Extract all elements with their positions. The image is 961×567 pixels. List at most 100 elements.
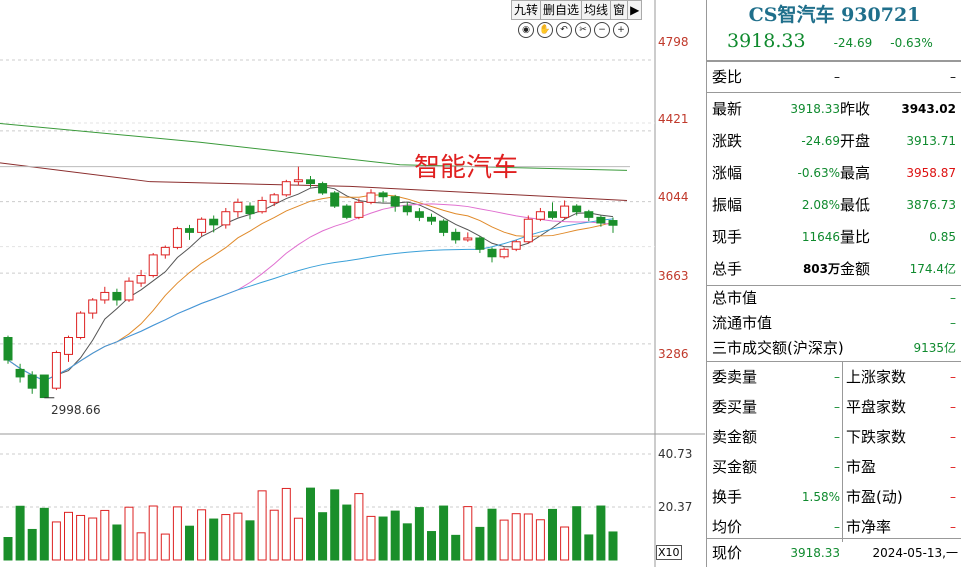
eye-icon[interactable]: ◉ [518, 22, 534, 38]
candle-body [390, 196, 400, 207]
volume-bar [209, 518, 219, 561]
breadth-value: – [950, 520, 956, 534]
expand-arrow-icon[interactable]: ▶ [627, 0, 643, 20]
kline-chart[interactable]: 九转 删自选 均线 窗 ▶ ◉ ✋ ↶ ✂ − + 4798 4421 4044… [0, 0, 705, 567]
ma-lines-button[interactable]: 均线 [581, 0, 612, 20]
quote-row: 最新 3918.33 昨收 3943.02 [707, 93, 961, 125]
quote-value: 2.08% [801, 198, 840, 212]
market-label: 三市成交额(沪深京) [712, 339, 844, 357]
quote-value: 803万 [802, 262, 840, 276]
candle-body [487, 248, 497, 258]
breadth-label: 平盘家数 [846, 398, 907, 416]
price-tick: 4798 [658, 35, 689, 49]
quote-value: 3918.33 [790, 102, 840, 116]
breadth-section: 委卖量 – 上涨家数 – 委买量 – 平盘家数 – 卖金额 – 下跌家数 – 买金额 – 市盈 – 换手 1.58… [707, 361, 961, 542]
volume-bar [499, 519, 509, 561]
volume-bar [378, 516, 388, 561]
volume-bar [124, 506, 134, 561]
breadth-label: 市净率 [846, 518, 892, 536]
market-label: 流通市值 [712, 314, 773, 332]
volume-bar [402, 523, 412, 561]
volume-tick: 40.73 [658, 447, 693, 461]
nine-turn-button[interactable]: 九转 [511, 0, 542, 20]
moving-average-line [7, 194, 614, 382]
market-value: 9135亿 [913, 341, 956, 355]
volume-bar [354, 493, 364, 561]
breadth-value: – [950, 430, 956, 444]
volume-bar [51, 521, 61, 561]
volume-bar [560, 526, 570, 561]
candle-body [39, 374, 49, 399]
candle-body [306, 179, 315, 185]
sector-name-overlay: 智能汽车 [414, 153, 519, 183]
price-tick: 3663 [658, 269, 689, 283]
volume-bar [293, 517, 303, 561]
candle-body [185, 228, 194, 233]
market-section: 总市值 – 流通市值 – 三市成交额(沪深京) 9135亿 [707, 285, 961, 361]
breadth-label: 委买量 [712, 398, 758, 416]
candle-body [136, 275, 146, 284]
quote-label: 现手 [712, 228, 743, 246]
quote-value: 3958.87 [906, 166, 956, 180]
breadth-value: – [950, 490, 956, 504]
volume-bar [15, 505, 25, 561]
volume-bar [439, 505, 449, 561]
price-change-pct: -0.63% [890, 36, 933, 50]
breadth-label: 下跌家数 [846, 428, 907, 446]
breadth-row: 委买量 – 平盘家数 – [707, 392, 961, 422]
bottom-price: 3918.33 [790, 546, 840, 560]
moving-average-line [0, 162, 628, 201]
weibi-diff: – [950, 70, 956, 84]
window-button[interactable]: 窗 [610, 0, 629, 20]
candle-body [209, 218, 219, 226]
breadth-row: 卖金额 – 下跌家数 – [707, 422, 961, 452]
breadth-value: – [950, 460, 956, 474]
volume-bar [160, 533, 170, 561]
volume-bar [148, 505, 158, 561]
breadth-value: – [777, 392, 843, 422]
candle-body [15, 368, 25, 378]
kline-svg[interactable] [0, 0, 705, 567]
weibi-value: – [834, 70, 840, 84]
quote-value: 11646 [801, 230, 840, 244]
breadth-value: – [777, 512, 843, 542]
volume-bar [39, 507, 49, 561]
quote-label: 最高 [840, 164, 871, 182]
volume-bar [523, 513, 533, 561]
volume-bar [257, 490, 267, 561]
breadth-value: – [950, 370, 956, 384]
candle-body [172, 228, 182, 248]
price-tick: 3286 [658, 347, 689, 361]
current-price: 3918.33 [727, 30, 806, 52]
breadth-row: 委卖量 – 上涨家数 – [707, 362, 961, 392]
volume-bar [197, 509, 207, 561]
candle-body [596, 216, 606, 224]
candle-body [257, 199, 267, 213]
volume-bar [390, 510, 400, 561]
candle-body [221, 211, 231, 226]
candle-body [88, 299, 98, 314]
quote-value: 174.4亿 [909, 262, 956, 276]
market-value: – [950, 316, 956, 330]
quote-value: -0.63% [797, 166, 840, 180]
volume-bar [608, 531, 618, 561]
candle-body [378, 192, 388, 198]
remove-watchlist-button[interactable]: 删自选 [540, 0, 583, 20]
weibi-label: 委比 [712, 68, 743, 86]
quote-panel: CS智汽车 930721 3918.33 -24.69 -0.63% 委比 – … [706, 0, 961, 567]
volume-bar [414, 507, 424, 561]
undo-icon[interactable]: ↶ [556, 22, 572, 38]
scissors-icon[interactable]: ✂ [575, 22, 591, 38]
candle-body [3, 336, 13, 361]
breadth-label: 上涨家数 [846, 368, 907, 386]
hand-icon[interactable]: ✋ [537, 22, 553, 38]
candle-body [354, 201, 364, 218]
quote-label: 最新 [712, 100, 743, 118]
chart-toolbar: 九转 删自选 均线 窗 ▶ [511, 0, 643, 20]
quote-value: 3943.02 [901, 102, 956, 116]
breadth-row: 均价 – 市净率 – [707, 512, 961, 542]
zoom-out-icon[interactable]: − [594, 22, 610, 38]
zoom-in-icon[interactable]: + [613, 22, 629, 38]
market-row: 流通市值 – [707, 311, 961, 336]
quote-label: 涨幅 [712, 164, 743, 182]
